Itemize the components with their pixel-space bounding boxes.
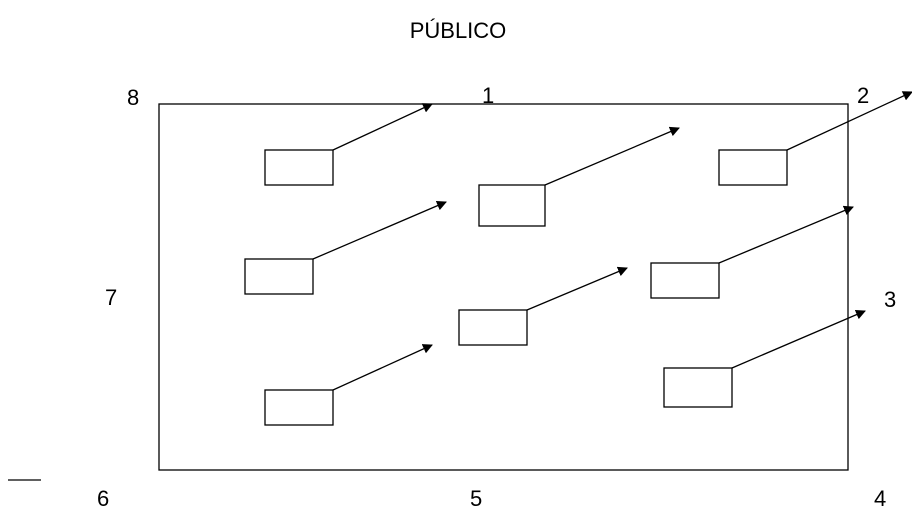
main-area-boundary xyxy=(158,103,849,471)
arrow xyxy=(526,266,628,311)
box xyxy=(264,389,334,426)
box xyxy=(478,184,546,227)
arrow xyxy=(312,200,447,260)
position-label-3: 3 xyxy=(884,287,896,312)
box xyxy=(244,258,314,295)
arrow xyxy=(731,309,866,369)
position-label-1: 1 xyxy=(482,83,494,108)
position-label-8: 8 xyxy=(127,85,139,110)
diagram-title: PÚBLICO xyxy=(410,18,507,43)
arrow xyxy=(786,91,912,151)
box xyxy=(264,149,334,186)
arrow xyxy=(332,344,433,391)
position-label-5: 5 xyxy=(470,486,482,510)
position-label-2: 2 xyxy=(857,83,869,108)
arrow xyxy=(332,103,433,151)
position-label-7: 7 xyxy=(105,285,117,310)
box xyxy=(663,367,733,408)
box xyxy=(718,149,788,186)
arrow xyxy=(718,205,854,264)
position-label-4: 4 xyxy=(874,486,886,510)
box xyxy=(458,309,528,346)
arrow xyxy=(544,126,680,186)
position-label-6: 6 xyxy=(97,486,109,510)
box xyxy=(650,262,720,299)
